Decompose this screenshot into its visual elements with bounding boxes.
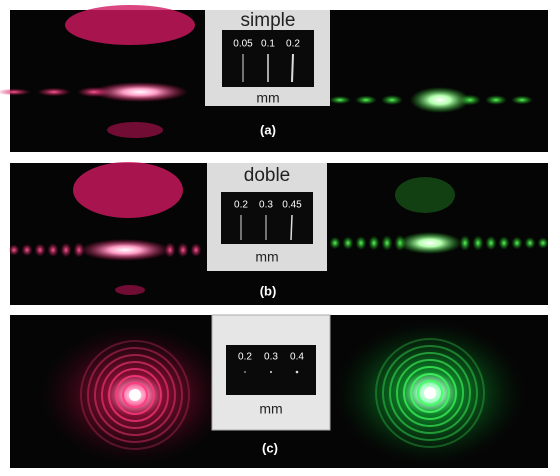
panel-a: simple 0.05 0.1 0.2 mm (a) [0, 5, 548, 152]
fringe [37, 88, 71, 97]
fringe [525, 237, 536, 249]
hole [270, 371, 272, 373]
fringe [398, 232, 462, 254]
slit-width: 0.3 [259, 200, 273, 211]
slit-width: 0.45 [282, 200, 302, 211]
slit [291, 215, 292, 240]
unit: mm [259, 401, 282, 417]
hole-diameter: 0.4 [290, 352, 304, 363]
fringe [381, 95, 403, 105]
fringe [499, 236, 510, 250]
panel-label: (b) [260, 283, 277, 298]
fringe [9, 244, 20, 255]
fringe [61, 243, 72, 257]
fringe [485, 95, 507, 105]
fringe [92, 82, 188, 102]
fringe [329, 96, 351, 104]
slit [292, 54, 293, 82]
fringe [343, 236, 354, 249]
hole-diameter: 0.2 [238, 352, 252, 363]
fringe [48, 243, 59, 257]
speckle [73, 162, 183, 218]
unit: mm [256, 90, 279, 106]
fringe [35, 244, 46, 257]
fringe [355, 95, 377, 104]
figure: simple 0.05 0.1 0.2 mm (a) doble 0.2 0.3… [0, 0, 560, 476]
panel-label: (c) [262, 440, 278, 455]
panel-c: 0.2 0.3 0.4 mm (c) [10, 315, 548, 468]
fringe [511, 96, 533, 105]
hole-diameter: 0.3 [264, 352, 278, 363]
fringe [486, 236, 497, 250]
slit-width: 0.2 [286, 39, 300, 50]
slide-title: simple [241, 10, 296, 31]
fringe [191, 243, 202, 257]
fringe [410, 87, 470, 113]
fringe [512, 237, 523, 250]
fringe [473, 235, 484, 250]
speckle [395, 177, 455, 213]
fringe [129, 389, 141, 401]
fringe [178, 243, 189, 258]
fringe [382, 235, 393, 250]
speckle [115, 285, 145, 295]
fringe [80, 239, 170, 261]
slit-width: 0.2 [234, 200, 248, 211]
hole [244, 371, 246, 373]
panel-label: (a) [260, 122, 276, 137]
slit-width: 0.1 [261, 39, 275, 50]
hole [296, 371, 299, 374]
speckle [107, 122, 163, 138]
fringe [356, 236, 367, 250]
slit-width: 0.05 [233, 39, 253, 50]
fringe [424, 387, 436, 399]
panel-b: doble 0.2 0.3 0.45 mm (b) [9, 162, 549, 305]
fringe [22, 244, 33, 256]
fringe [369, 236, 380, 251]
fringe [330, 237, 341, 249]
speckle [65, 5, 195, 45]
fringe [538, 237, 549, 248]
unit: mm [255, 249, 278, 265]
slide-title: doble [244, 165, 291, 186]
